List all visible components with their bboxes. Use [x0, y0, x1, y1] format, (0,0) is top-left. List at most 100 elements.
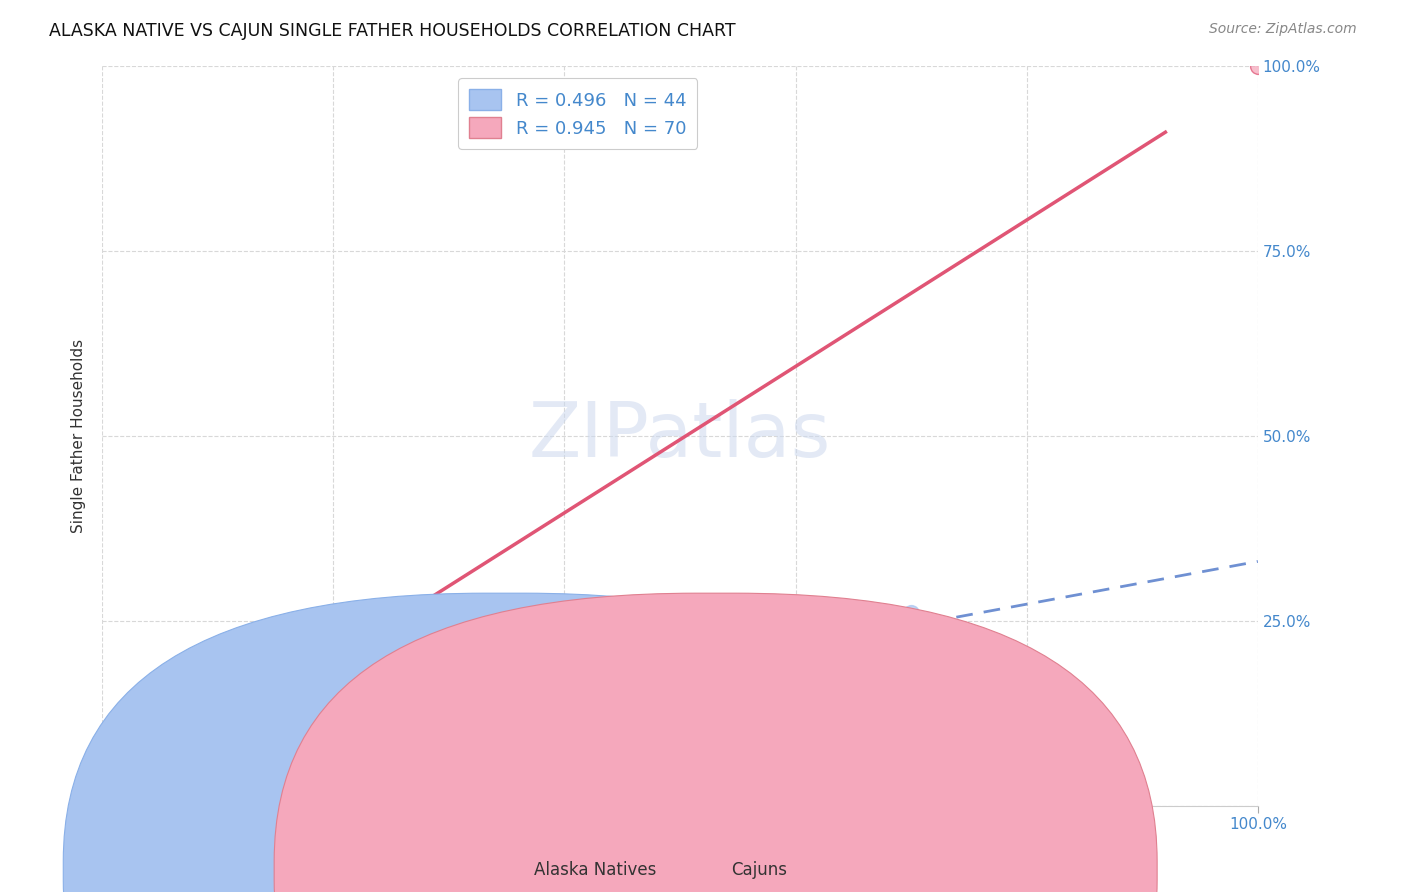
Point — [124, 772, 146, 787]
Point — [287, 717, 309, 731]
Point — [120, 769, 142, 783]
Point — [94, 792, 117, 806]
Point — [299, 706, 322, 720]
Point — [172, 747, 194, 761]
Point — [253, 721, 276, 735]
Text: Alaska Natives: Alaska Natives — [534, 861, 657, 879]
Point — [105, 787, 128, 801]
Point — [247, 728, 270, 742]
Point — [166, 728, 188, 742]
Text: ALASKA NATIVE VS CAJUN SINGLE FATHER HOUSEHOLDS CORRELATION CHART: ALASKA NATIVE VS CAJUN SINGLE FATHER HOU… — [49, 22, 735, 40]
Point — [172, 717, 194, 731]
Point — [101, 789, 124, 803]
Point — [97, 789, 120, 804]
Point — [93, 797, 115, 811]
Point — [224, 743, 246, 757]
Point — [495, 665, 517, 680]
Text: Cajuns: Cajuns — [731, 861, 787, 879]
Point — [103, 789, 125, 803]
Point — [1247, 59, 1270, 73]
Point — [281, 721, 304, 735]
Point — [253, 680, 276, 694]
Point — [229, 684, 252, 698]
Point — [104, 780, 127, 794]
Point — [155, 736, 177, 750]
Point — [131, 747, 153, 761]
Point — [368, 724, 391, 739]
Point — [207, 691, 229, 706]
Point — [270, 724, 292, 739]
Point — [229, 724, 252, 739]
Point — [201, 714, 224, 728]
Point — [380, 702, 402, 716]
Point — [900, 606, 922, 620]
Point — [276, 669, 298, 683]
Point — [131, 765, 153, 780]
Point — [415, 706, 437, 720]
Point — [259, 731, 281, 746]
Point — [120, 765, 142, 780]
Point — [96, 793, 118, 807]
Point — [101, 788, 124, 802]
Point — [96, 794, 118, 808]
Point — [105, 785, 128, 799]
Point — [235, 736, 257, 750]
Point — [264, 688, 287, 702]
Point — [553, 650, 575, 665]
Point — [124, 754, 146, 768]
Point — [149, 731, 172, 746]
Point — [160, 721, 183, 735]
Point — [98, 791, 121, 805]
Point — [100, 790, 122, 805]
Point — [98, 792, 121, 806]
Point — [727, 636, 749, 650]
Point — [346, 673, 368, 687]
Point — [242, 717, 264, 731]
Point — [98, 792, 121, 806]
Point — [276, 710, 298, 724]
Point — [103, 788, 125, 802]
Point — [190, 695, 212, 709]
Point — [91, 797, 114, 812]
Point — [333, 710, 356, 724]
Point — [125, 758, 148, 772]
Point — [264, 714, 287, 728]
Point — [143, 750, 166, 764]
Point — [108, 778, 131, 792]
Point — [322, 662, 344, 676]
Point — [110, 782, 132, 797]
Point — [114, 772, 136, 787]
Point — [98, 784, 121, 798]
Point — [143, 776, 166, 790]
Point — [311, 714, 333, 728]
Point — [94, 797, 117, 811]
Point — [117, 778, 139, 792]
Point — [183, 702, 205, 716]
Point — [138, 762, 160, 776]
Point — [117, 762, 139, 776]
Point — [218, 695, 240, 709]
Point — [299, 676, 322, 690]
Point — [149, 724, 172, 739]
Point — [111, 769, 134, 783]
Point — [160, 754, 183, 768]
Point — [93, 797, 115, 811]
Point — [97, 794, 120, 808]
Point — [111, 780, 134, 794]
Point — [93, 796, 115, 810]
Point — [195, 743, 218, 757]
Point — [125, 710, 148, 724]
Point — [111, 784, 134, 798]
Text: Source: ZipAtlas.com: Source: ZipAtlas.com — [1209, 22, 1357, 37]
Point — [107, 788, 129, 802]
Point — [242, 702, 264, 716]
Point — [114, 776, 136, 790]
Legend: R = 0.496   N = 44, R = 0.945   N = 70: R = 0.496 N = 44, R = 0.945 N = 70 — [458, 78, 697, 149]
Point — [437, 762, 460, 776]
Y-axis label: Single Father Households: Single Father Households — [72, 339, 86, 533]
Point — [94, 795, 117, 809]
Point — [101, 791, 124, 805]
Point — [138, 739, 160, 754]
Point — [190, 754, 212, 768]
Point — [287, 673, 309, 687]
